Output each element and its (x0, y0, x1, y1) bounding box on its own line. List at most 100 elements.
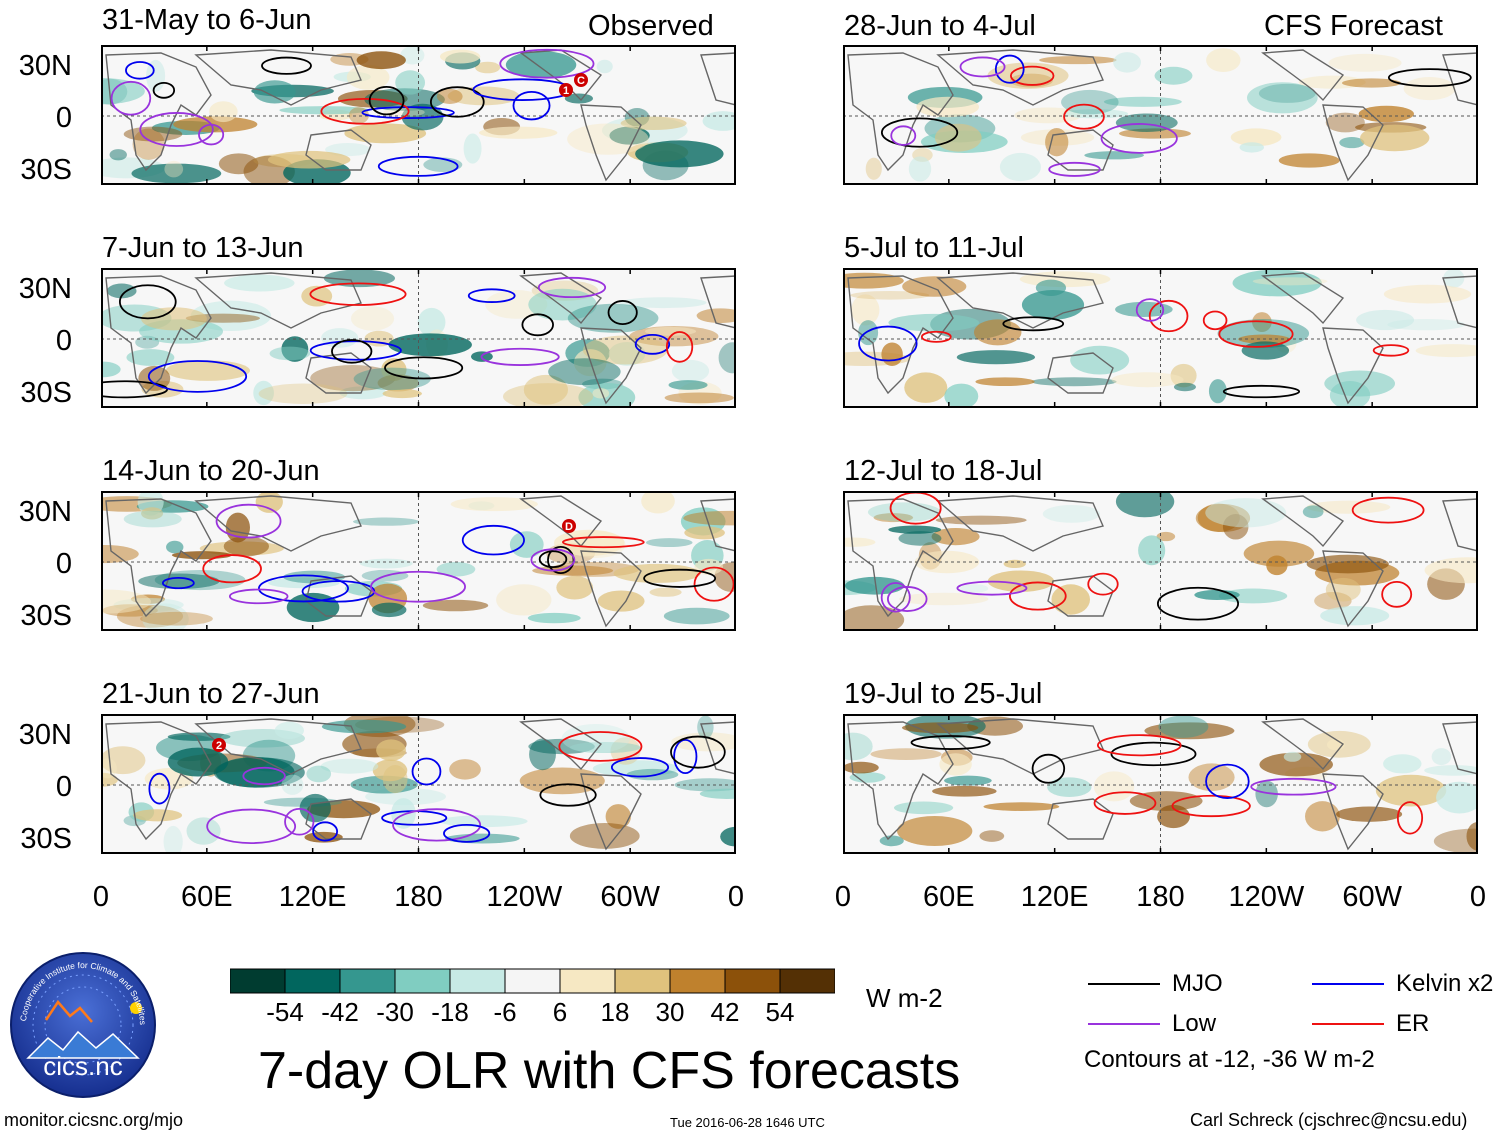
olr-anomaly-patch (975, 377, 1035, 387)
wave-contour (139, 112, 214, 147)
observed-map-panel-2 (80, 268, 747, 413)
colorbar-swatch (449, 968, 506, 994)
olr-anomaly-patch (1070, 345, 1130, 375)
olr-anomaly-patch (858, 320, 879, 346)
coastline (847, 498, 954, 618)
wave-contour (1396, 801, 1424, 835)
olr-anomaly-patch (463, 133, 482, 164)
forecast-map-panel-1 (842, 45, 1479, 190)
olr-anomaly-patch (1042, 504, 1101, 523)
olr-anomaly-patch (908, 156, 932, 182)
olr-anomaly-patch (325, 143, 371, 157)
wave-contour (384, 356, 464, 380)
panel-title-obs-4: 21-Jun to 27-Jun (102, 678, 320, 710)
coastline (194, 49, 362, 106)
olr-anomaly-patch (253, 380, 274, 406)
olr-anomaly-patch (1383, 284, 1472, 304)
olr-anomaly-patch (649, 587, 682, 597)
colorbar-swatch (394, 968, 451, 994)
olr-anomaly-patch (1341, 78, 1402, 88)
wave-contour (1250, 777, 1337, 796)
panel-title-fc-3: 12-Jul to 18-Jul (844, 455, 1043, 487)
colorbar (229, 968, 836, 999)
olr-anomaly-patch (339, 386, 387, 400)
coastline (105, 275, 212, 395)
olr-anomaly-patch (935, 515, 1027, 525)
olr-anomaly-patch (321, 328, 359, 348)
wave-contour (443, 823, 491, 843)
olr-anomaly-patch (164, 160, 184, 178)
coastline (936, 49, 1104, 106)
olr-anomaly-patch (668, 380, 708, 390)
footer-url: monitor.cicsnc.org/mjo (4, 1110, 184, 1130)
olr-anomaly-patch (999, 152, 1041, 182)
olr-anomaly-patch (395, 70, 426, 95)
legend-swatch-kelvin-x2 (1312, 983, 1384, 985)
olr-anomaly-patch (865, 157, 882, 180)
olr-anomaly-patch (620, 116, 687, 131)
olr-anomaly-patch (377, 374, 419, 392)
coastline (580, 773, 642, 851)
wave-contour (1110, 741, 1197, 767)
colorbar-swatch (559, 968, 616, 994)
wave-contour (370, 570, 466, 603)
olr-anomaly-patch (173, 116, 258, 133)
olr-anomaly-patch (106, 283, 137, 299)
coastline (1047, 352, 1114, 394)
olr-anomaly-patch (376, 739, 406, 761)
olr-anomaly-patch (569, 741, 641, 754)
wave-contour (558, 731, 643, 762)
coastline (936, 718, 1104, 775)
legend-swatch-mjo (1088, 983, 1160, 985)
olr-anomaly-patch (299, 793, 331, 823)
olr-anomaly-patch (663, 607, 730, 625)
olr-anomaly-patch (422, 599, 489, 612)
wave-contour (148, 772, 171, 805)
wave-contour (1205, 763, 1250, 799)
forecast-map-panel-4 (832, 713, 1510, 859)
olr-anomaly-patch (1278, 153, 1340, 168)
cics-logo: cics.nc Cooperative Institute for Climat… (8, 950, 158, 1100)
olr-anomaly-patch (944, 383, 979, 409)
coastline (580, 327, 642, 405)
olr-anomaly-patch (1328, 53, 1402, 72)
y-axis-label: 30N (18, 50, 72, 82)
wave-contour (206, 808, 297, 845)
colorbar-swatch (339, 968, 396, 994)
wave-contour (994, 54, 1025, 84)
olr-anomaly-patch (1021, 289, 1085, 320)
x-axis-label: 60W (1342, 881, 1402, 913)
olr-anomaly-patch (671, 359, 710, 383)
panel-title-obs-2: 7-Jun to 13-Jun (102, 232, 304, 264)
wave-contour (331, 339, 373, 364)
olr-anomaly-patch (939, 753, 972, 776)
olr-anomaly-patch (123, 510, 182, 528)
olr-anomaly-patch (1259, 752, 1333, 777)
colorbar-tick-label: 6 (552, 997, 568, 1027)
wave-contour (890, 125, 917, 146)
olr-anomaly-patch (1324, 370, 1396, 397)
olr-anomaly-patch (1154, 66, 1193, 85)
olr-anomaly-patch (279, 106, 370, 115)
coastline (1322, 550, 1384, 628)
wave-contour (368, 85, 405, 116)
wave-contour (309, 282, 407, 306)
olr-anomaly-patch (1173, 382, 1196, 392)
observed-label: Observed (588, 10, 714, 42)
olr-anomaly-patch (436, 562, 476, 577)
x-axis-label: 120E (278, 881, 347, 913)
wave-contour (309, 340, 402, 361)
olr-anomaly-patch (502, 383, 594, 410)
coastline (580, 104, 642, 182)
coastline (305, 352, 372, 394)
wave-contour (392, 808, 482, 842)
olr-anomaly-patch (1320, 606, 1390, 626)
wave-contour (673, 738, 698, 774)
olr-anomaly-patch (888, 525, 942, 534)
olr-anomaly-patch (163, 825, 183, 858)
x-axis-label: 120E (1020, 881, 1089, 913)
wave-contour (1009, 65, 1055, 86)
coastline (194, 718, 362, 775)
olr-anomaly-patch (310, 364, 396, 392)
